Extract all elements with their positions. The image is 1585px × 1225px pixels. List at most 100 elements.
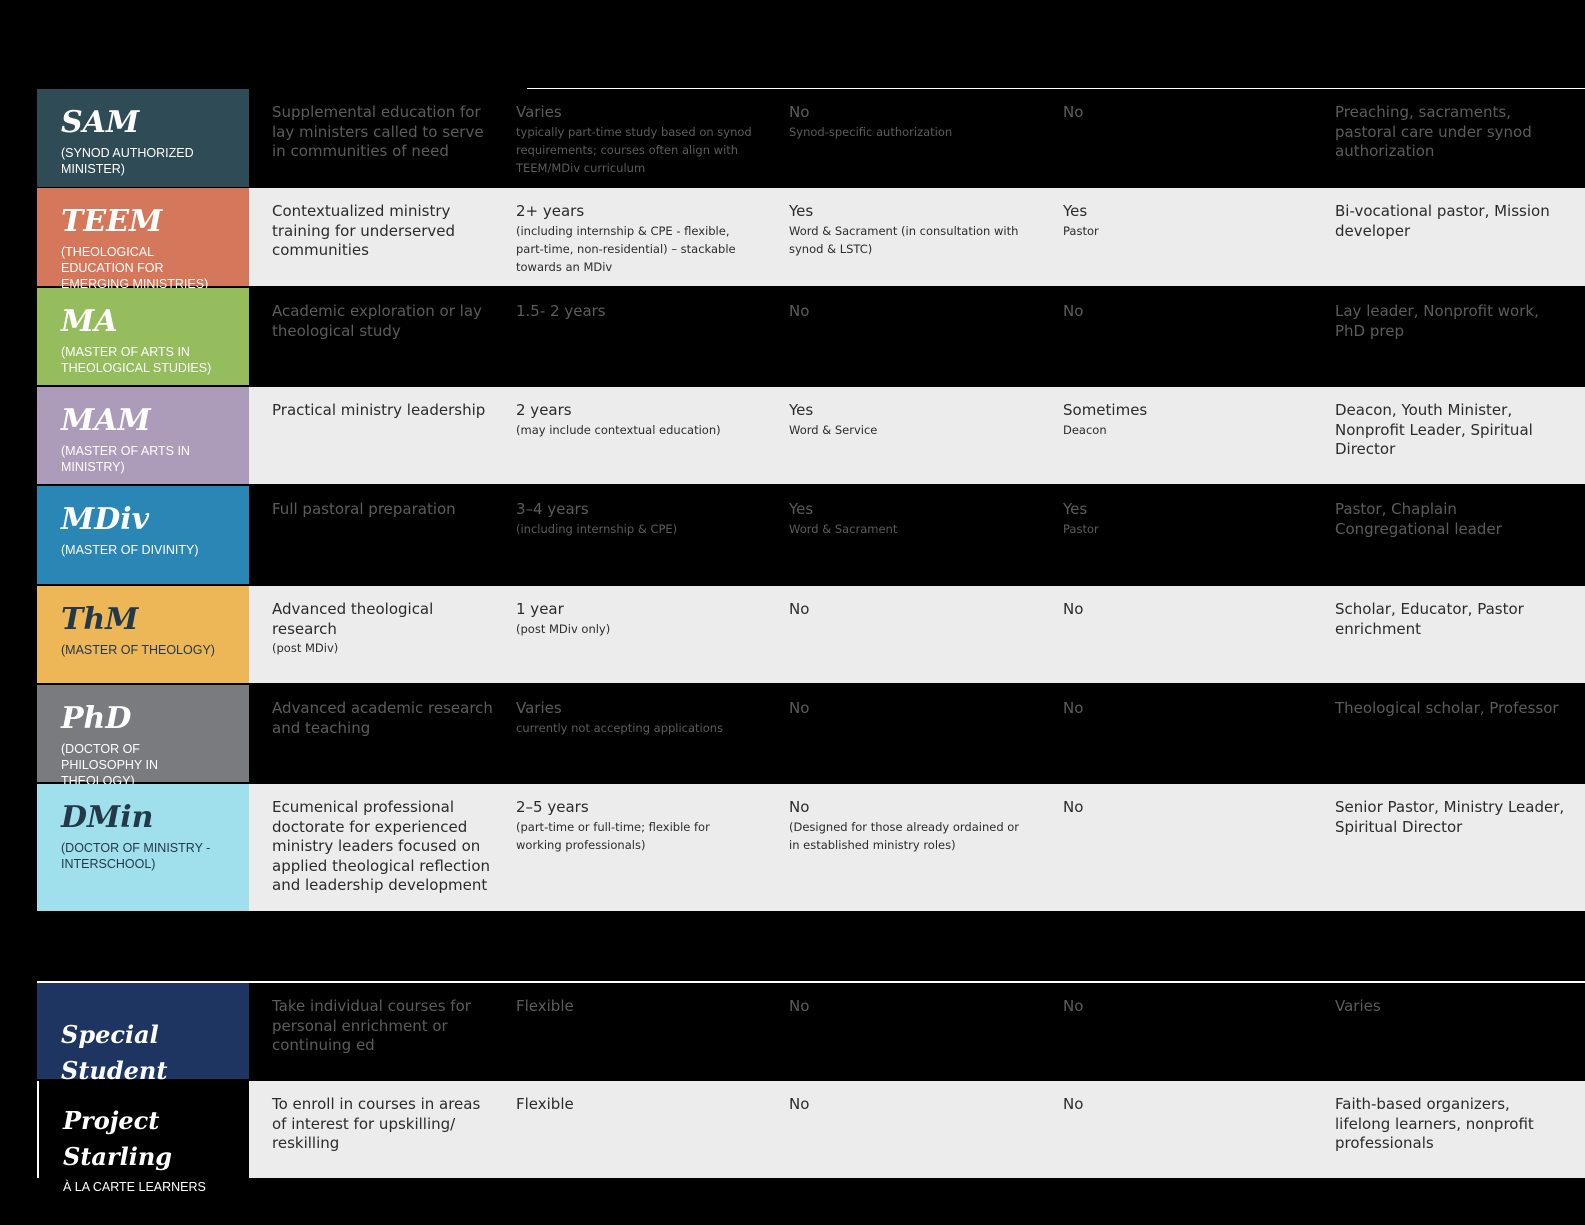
cell-text: No xyxy=(789,302,810,320)
program-label: TEEM (THEOLOGICAL EDUCATION FOR EMERGING … xyxy=(37,188,249,291)
table-cell: No xyxy=(1063,997,1303,1017)
cell-text: Yes xyxy=(1063,202,1088,220)
program-subtitle: (DOCTOR OF MINISTRY - INTERSCHOOL) xyxy=(61,841,211,871)
cell-text: Full pastoral preparation xyxy=(272,500,456,518)
table-cell: Deacon, Youth Minister, Nonprofit Leader… xyxy=(1335,401,1565,460)
cell-text: Lay leader, Nonprofit work, PhD prep xyxy=(1335,302,1539,340)
program-name: SAM xyxy=(61,105,140,140)
program-subtitle: À LA CARTE LEARNERS xyxy=(63,1180,206,1194)
cell-text: Deacon, Youth Minister, Nonprofit Leader… xyxy=(1335,401,1533,458)
table-cell: Lay leader, Nonprofit work, PhD prep xyxy=(1335,302,1565,341)
cell-text: Varies xyxy=(516,699,562,717)
cell-text: 3–4 years xyxy=(516,500,589,518)
cell-note: (including internship & CPE) xyxy=(516,521,678,536)
cell-text: Theological scholar, Professor xyxy=(1335,699,1559,717)
table-cell: Advanced academic research and teaching xyxy=(272,699,494,738)
program-name: TEEM xyxy=(61,204,163,239)
cell-note: (post MDiv) xyxy=(272,641,339,655)
program-subtitle: (DOCTOR OF PHILOSOPHY IN THEOLOGY) xyxy=(61,742,159,788)
cell-note: (Designed for those already ordained or … xyxy=(789,819,1020,852)
program-subtitle: (MASTER OF THEOLOGY) xyxy=(61,643,215,657)
program-label: DMin (DOCTOR OF MINISTRY - INTERSCHOOL) xyxy=(37,784,249,911)
table-cell: No xyxy=(789,600,1029,620)
table-cell: 3–4 years (including internship & CPE) xyxy=(516,500,756,538)
cell-text: No xyxy=(789,699,810,717)
table-cell: Supplemental education for lay ministers… xyxy=(272,103,494,162)
table-cell: 2–5 years (part-time or full-time; flexib… xyxy=(516,798,756,854)
cell-note: Word & Service xyxy=(789,422,878,437)
table-cell: No xyxy=(1063,699,1303,719)
table-cell: No xyxy=(789,1095,1029,1115)
cell-text: 1.5- 2 years xyxy=(516,302,606,320)
cell-text: Varies xyxy=(1335,997,1381,1015)
table-cell: Yes Word & Sacrament (in consultation wit… xyxy=(789,202,1029,258)
cell-text: No xyxy=(1063,103,1084,121)
table-cell: Varies typically part-time study based on… xyxy=(516,103,756,177)
program-row: Special Student Take individual courses f… xyxy=(37,983,1585,1085)
table-cell: Pastor, Chaplain Congregational leader xyxy=(1335,500,1565,539)
cell-text: No xyxy=(789,997,810,1015)
cell-text: 2+ years xyxy=(516,202,585,220)
cell-text: No xyxy=(1063,997,1084,1015)
program-subtitle: (THEOLOGICAL EDUCATION FOR EMERGING MINI… xyxy=(61,245,209,291)
cell-note: typically part-time study based on synod… xyxy=(516,124,752,175)
cell-note: currently not accepting applications xyxy=(516,720,724,735)
program-name: PhD xyxy=(61,701,132,736)
cell-text: Scholar, Educator, Pastor enrichment xyxy=(1335,600,1524,638)
cell-text: Take individual courses for personal enr… xyxy=(272,997,471,1054)
cell-text: Advanced academic research and teaching xyxy=(272,699,493,737)
program-name: MA xyxy=(61,304,118,339)
cell-text: Flexible xyxy=(516,1095,574,1113)
program-label: ThM (MASTER OF THEOLOGY) xyxy=(37,586,249,683)
cell-note: (may include contextual education) xyxy=(516,422,721,437)
cell-text: Practical ministry leadership xyxy=(272,401,486,419)
table-cell: Full pastoral preparation xyxy=(272,500,494,520)
cell-text: Contextualized ministry training for und… xyxy=(272,202,456,259)
program-row: MA (MASTER OF ARTS IN THEOLOGICAL STUDIES… xyxy=(37,288,1585,385)
table-cell: Theological scholar, Professor xyxy=(1335,699,1565,719)
table-cell: Flexible xyxy=(516,997,756,1017)
table-cell: 2+ years (including internship & CPE - fl… xyxy=(516,202,756,276)
program-row: SAM (SYNOD AUTHORIZED MINISTER) Supplement… xyxy=(37,89,1585,187)
table-cell: Sometimes Deacon xyxy=(1063,401,1303,439)
program-name: ThM xyxy=(61,602,139,637)
table-cell: Scholar, Educator, Pastor enrichment xyxy=(1335,600,1565,639)
program-label: MAM (MASTER OF ARTS IN MINISTRY) xyxy=(37,387,249,484)
cell-text: No xyxy=(1063,699,1084,717)
table-cell: Varies currently not accepting applicatio… xyxy=(516,699,756,737)
cell-note: (post MDiv only) xyxy=(516,621,611,636)
program-label: Project Starling À LA CARTE LEARNERS xyxy=(37,1081,249,1194)
table-cell: Yes Pastor xyxy=(1063,202,1303,240)
cell-note: Word & Sacrament (in consultation with s… xyxy=(789,223,1019,256)
table-cell: No Synod-specific authorization xyxy=(789,103,1029,141)
cell-text: Bi-vocational pastor, Mission developer xyxy=(1335,202,1550,240)
program-row: PhD (DOCTOR OF PHILOSOPHY IN THEOLOGY) Adv… xyxy=(37,685,1585,788)
table-cell: No (Designed for those already ordained o… xyxy=(789,798,1029,854)
cell-text: No xyxy=(1063,798,1084,816)
program-subtitle: (SYNOD AUTHORIZED MINISTER) xyxy=(61,146,194,176)
program-subtitle: (MASTER OF DIVINITY) xyxy=(61,543,199,557)
table-cell: Yes Word & Sacrament xyxy=(789,500,1029,538)
table-cell: No xyxy=(1063,302,1303,322)
program-name: Special Student xyxy=(61,1020,168,1085)
cell-note: Pastor xyxy=(1063,223,1099,238)
cell-text: Yes xyxy=(789,401,814,419)
program-row: DMin (DOCTOR OF MINISTRY - INTERSCHOOL) Ec… xyxy=(37,784,1585,911)
table-cell: No xyxy=(789,302,1029,322)
cell-text: No xyxy=(789,1095,810,1113)
cell-note: Pastor xyxy=(1063,521,1099,536)
table-cell: Faith-based organizers, lifelong learner… xyxy=(1335,1095,1565,1154)
cell-text: Preaching, sacraments, pastoral care und… xyxy=(1335,103,1532,160)
table-cell: 2 years (may include contextual education… xyxy=(516,401,756,439)
cell-text: No xyxy=(1063,600,1084,618)
program-name: Project Starling xyxy=(63,1106,173,1171)
table-cell: No xyxy=(789,699,1029,719)
table-cell: Ecumenical professional doctorate for ex… xyxy=(272,798,494,896)
cell-text: No xyxy=(1063,302,1084,320)
table-cell: No xyxy=(789,997,1029,1017)
cell-text: Supplemental education for lay ministers… xyxy=(272,103,484,160)
cell-text: No xyxy=(789,103,810,121)
cell-text: Varies xyxy=(516,103,562,121)
table-cell: To enroll in courses in areas of interes… xyxy=(272,1095,494,1154)
program-row: ThM (MASTER OF THEOLOGY) Advanced theologi… xyxy=(37,586,1585,683)
